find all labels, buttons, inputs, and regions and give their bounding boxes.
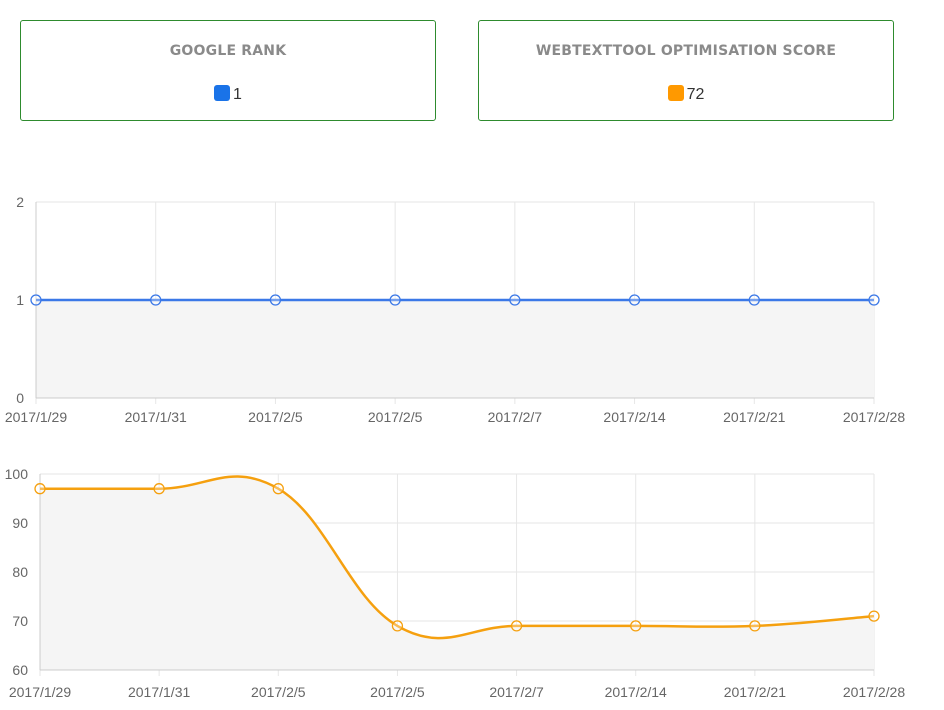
rank-data-point[interactable]	[628, 294, 641, 306]
rank-x-tick-label: 2017/2/14	[603, 409, 665, 425]
google-rank-line-chart: 0 1 2 2017/1/29 2017/1/31 2017/2/5 2017/2/5 201…	[5, 194, 905, 425]
rank-x-tick-label: 2017/2/7	[488, 409, 543, 425]
optimisation-score-value: 72	[686, 86, 705, 103]
score-x-tick-label: 2017/2/28	[843, 684, 905, 700]
rank-y-tick-label: 1	[16, 292, 24, 308]
score-x-tick-label: 2017/2/7	[489, 684, 544, 700]
optimisation-score-card: WEBTEXTTOOL OPTIMISATION SCORE 72	[478, 20, 894, 121]
score-data-point[interactable]	[630, 620, 642, 632]
google-rank-value: 1	[233, 86, 242, 103]
rank-x-tick-label: 2017/2/28	[843, 409, 905, 425]
score-x-tick-label: 2017/1/31	[128, 684, 190, 700]
rank-y-tick-label: 2	[16, 194, 24, 210]
google-rank-legend: 1	[21, 85, 435, 104]
score-data-point[interactable]	[868, 610, 880, 622]
google-rank-title: GOOGLE RANK	[169, 43, 287, 59]
score-x-tick-label: 2017/2/14	[605, 684, 667, 700]
rank-y-tick-label: 0	[16, 390, 24, 406]
score-x-tick-label: 2017/2/5	[251, 684, 306, 700]
rank-area-fill	[36, 300, 874, 398]
rank-data-point[interactable]	[269, 294, 282, 306]
score-x-tick-label: 2017/2/5	[370, 684, 425, 700]
score-data-point[interactable]	[749, 620, 761, 632]
rank-data-point[interactable]	[748, 294, 760, 306]
rank-data-point[interactable]	[150, 294, 162, 306]
orange-square-swatch-icon	[667, 85, 684, 101]
score-x-tick-label: 2017/2/21	[724, 684, 786, 700]
score-area-fill	[40, 476, 874, 670]
blue-square-swatch-icon	[214, 85, 231, 101]
rank-data-point[interactable]	[509, 294, 521, 306]
score-data-point[interactable]	[34, 483, 46, 495]
rank-data-point[interactable]	[30, 294, 42, 306]
rank-data-point[interactable]	[389, 294, 401, 306]
rank-x-tick-label: 2017/1/31	[125, 409, 187, 425]
score-data-point[interactable]	[272, 483, 284, 495]
score-data-point[interactable]	[391, 620, 404, 632]
score-y-tick-label: 70	[12, 613, 28, 629]
optimisation-score-line-chart: 60 70 80 90 100 2017/1/29 2017/1/31 2017/2/5 201…	[5, 466, 906, 700]
score-y-tick-label: 80	[12, 564, 28, 580]
optimisation-score-title: WEBTEXTTOOL OPTIMISATION SCORE	[535, 43, 837, 59]
score-data-point[interactable]	[510, 620, 523, 632]
rank-x-tick-label: 2017/1/29	[5, 409, 67, 425]
score-y-tick-label: 100	[5, 466, 29, 482]
score-x-tick-label: 2017/1/29	[9, 684, 71, 700]
score-y-tick-label: 90	[12, 515, 28, 531]
score-y-tick-label: 60	[12, 662, 28, 678]
rank-x-tick-label: 2017/2/21	[723, 409, 785, 425]
rank-x-tick-label: 2017/2/5	[368, 409, 423, 425]
score-series-line	[40, 475, 875, 640]
google-rank-card: GOOGLE RANK 1	[20, 20, 436, 121]
rank-x-tick-label: 2017/2/5	[248, 409, 303, 425]
rank-data-point[interactable]	[868, 294, 880, 306]
score-data-point[interactable]	[153, 483, 165, 495]
optimisation-score-legend: 72	[479, 85, 893, 104]
